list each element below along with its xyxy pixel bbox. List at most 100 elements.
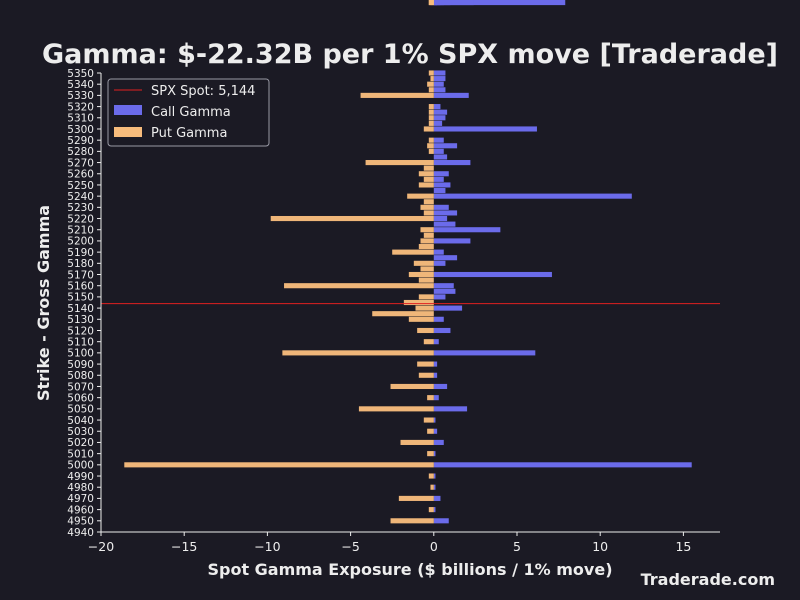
bar-put-gamma-5315 bbox=[428, 109, 434, 115]
y-tick-label: 5020 bbox=[67, 437, 94, 449]
y-tick-label: 5240 bbox=[67, 191, 94, 203]
bar-put-gamma-5210 bbox=[420, 227, 434, 233]
bar-call-gamma-5150 bbox=[433, 294, 446, 300]
bar-put-gamma-5270 bbox=[365, 160, 434, 166]
bar-put-gamma-5320 bbox=[428, 104, 434, 110]
bar-call-gamma-5280 bbox=[433, 148, 444, 154]
bar-put-gamma-5140 bbox=[415, 305, 434, 311]
y-tick-label: 4990 bbox=[67, 471, 94, 483]
bar-call-gamma-5110 bbox=[433, 339, 439, 345]
bar-call-gamma-5140 bbox=[433, 305, 463, 311]
bar-put-gamma-undefined bbox=[428, 0, 434, 6]
bar-put-gamma-5225 bbox=[423, 210, 434, 216]
x-tick-label: 5 bbox=[513, 539, 521, 554]
x-tick-label: 0 bbox=[430, 539, 438, 554]
bar-call-gamma-5300 bbox=[433, 126, 537, 132]
legend-box bbox=[107, 78, 270, 147]
bar-call-gamma-5225 bbox=[433, 210, 458, 216]
y-tick-label: 5180 bbox=[67, 258, 94, 270]
bar-put-gamma-5195 bbox=[418, 243, 434, 250]
bar-put-gamma-5250 bbox=[418, 182, 434, 188]
bar-put-gamma-5170 bbox=[408, 271, 434, 278]
bar-put-gamma-5255 bbox=[423, 176, 434, 182]
bar-put-gamma-5260 bbox=[418, 171, 434, 177]
bar-call-gamma-4990 bbox=[433, 473, 436, 479]
legend-put-swatch bbox=[114, 127, 142, 137]
bar-put-gamma-5265 bbox=[423, 165, 434, 171]
bar-put-gamma-5290 bbox=[428, 137, 434, 143]
bar-call-gamma-undefined bbox=[433, 0, 474, 6]
y-tick-label: 4960 bbox=[67, 504, 94, 516]
bar-call-gamma-5160 bbox=[433, 283, 454, 289]
bar-call-gamma-5080 bbox=[433, 372, 438, 378]
y-tick-label: 5220 bbox=[67, 213, 94, 225]
bar-call-gamma-5285 bbox=[433, 143, 458, 149]
bar-call-gamma-5255 bbox=[433, 176, 444, 182]
bar-put-gamma-5310 bbox=[428, 115, 434, 121]
bar-put-gamma-5285 bbox=[427, 143, 434, 149]
y-tick-label: 5090 bbox=[67, 359, 94, 371]
bar-put-gamma-5345 bbox=[430, 76, 434, 82]
y-tick-label: 5070 bbox=[67, 381, 94, 393]
bar-put-gamma-5080 bbox=[418, 372, 434, 378]
y-tick-label: 4950 bbox=[67, 516, 94, 528]
bar-call-gamma-4960 bbox=[433, 507, 436, 513]
bar-call-gamma-4970 bbox=[433, 495, 441, 501]
bar-call-gamma-5000 bbox=[433, 462, 692, 468]
y-tick-label: 5130 bbox=[67, 314, 94, 326]
legend-call-swatch bbox=[114, 105, 142, 115]
y-tick-label: 4980 bbox=[67, 482, 94, 494]
y-tick-label: 5010 bbox=[67, 448, 94, 460]
y-tick-label: 5170 bbox=[67, 269, 94, 281]
bar-call-gamma-5040 bbox=[433, 417, 436, 423]
bar-put-gamma-5330 bbox=[360, 92, 434, 98]
bar-put-gamma-5240 bbox=[407, 193, 434, 199]
bar-call-gamma-5290 bbox=[433, 137, 444, 143]
bar-call-gamma-5090 bbox=[433, 361, 438, 367]
bar-put-gamma-5350 bbox=[428, 70, 434, 76]
bar-put-gamma-4970 bbox=[398, 495, 434, 501]
bar-put-gamma-4980 bbox=[430, 484, 434, 490]
y-axis-label: Strike - Gross Gamma bbox=[34, 205, 53, 401]
y-tick-label: 5040 bbox=[67, 415, 94, 427]
bar-call-gamma-5180 bbox=[433, 260, 446, 266]
y-tick-label: 5290 bbox=[67, 135, 94, 147]
bars-group bbox=[124, 0, 692, 524]
y-tick-label: 4940 bbox=[67, 527, 94, 539]
y-tick-label: 5270 bbox=[67, 157, 94, 169]
x-tick-label: −20 bbox=[88, 539, 114, 554]
y-tick-label: 5320 bbox=[67, 101, 94, 113]
bar-put-gamma-5180 bbox=[413, 260, 434, 266]
legend-put-label: Put Gamma bbox=[151, 126, 227, 141]
legend-call-label: Call Gamma bbox=[151, 105, 231, 120]
bar-call-gamma-5230 bbox=[433, 204, 449, 210]
y-tick-label: 5300 bbox=[67, 124, 94, 136]
bar-put-gamma-4990 bbox=[428, 473, 434, 479]
bar-put-gamma-5050 bbox=[358, 406, 434, 412]
bar-call-gamma-5270 bbox=[433, 160, 471, 166]
y-tick-label: 5050 bbox=[67, 404, 94, 416]
y-tick-label: 5260 bbox=[67, 169, 94, 181]
y-tick-label: 4970 bbox=[67, 493, 94, 505]
bar-put-gamma-5145 bbox=[403, 299, 434, 306]
x-tick-label: −15 bbox=[171, 539, 197, 554]
bar-call-gamma-5170 bbox=[433, 271, 552, 278]
bar-call-gamma-5240 bbox=[433, 193, 632, 199]
bar-call-gamma-5320 bbox=[433, 104, 441, 110]
bar-call-gamma-5190 bbox=[433, 249, 444, 255]
bar-call-gamma-5030 bbox=[433, 428, 438, 434]
bar-put-gamma-5000 bbox=[124, 462, 434, 468]
bar-call-gamma-5260 bbox=[433, 171, 449, 177]
bar-call-gamma-5130 bbox=[433, 316, 444, 322]
y-tick-label: 5190 bbox=[67, 247, 94, 259]
y-tick-label: 5230 bbox=[67, 202, 94, 214]
bar-put-gamma-5110 bbox=[423, 339, 434, 345]
y-tick-label: 5280 bbox=[67, 146, 94, 158]
bar-put-gamma-5200 bbox=[420, 238, 434, 244]
legend: SPX Spot: 5,144 Call Gamma Put Gamma bbox=[107, 78, 270, 147]
bar-call-gamma-5245 bbox=[433, 187, 446, 194]
bar-call-gamma-5250 bbox=[433, 182, 451, 188]
bar-put-gamma-5030 bbox=[427, 428, 434, 434]
bar-put-gamma-5175 bbox=[420, 266, 434, 272]
